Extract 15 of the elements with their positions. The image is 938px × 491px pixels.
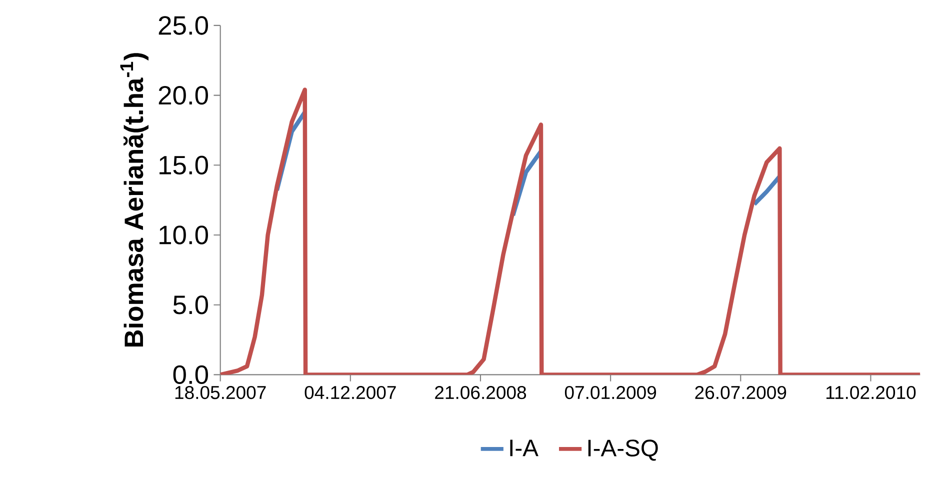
legend-label: I-A (510, 440, 538, 456)
legend-label: I-A-SQ (588, 440, 658, 461)
x-tick-label: 11.02.2010 (826, 386, 916, 400)
y-tick-label: 15.0 (160, 156, 208, 174)
y-tick-label: 5.0 (173, 295, 208, 314)
y-tick-label: 25.0 (158, 16, 208, 35)
y-axis-title: Biomasa Aeriană(t.ha$^{-1}$) (120, 53, 148, 347)
y-tick-label: 0.0 (173, 365, 208, 384)
x-tick-label: 26.07.2009 (695, 386, 786, 400)
x-tick-label: 21.06.2008 (435, 386, 526, 400)
y-tick-label: 20.0 (158, 86, 208, 105)
x-tick-label: 18.05.2007 (175, 386, 266, 400)
x-tick-label: 04.12.2007 (304, 386, 396, 400)
x-tick-label: 07.01.2009 (564, 386, 656, 400)
y-tick-label: 10.0 (160, 226, 208, 244)
